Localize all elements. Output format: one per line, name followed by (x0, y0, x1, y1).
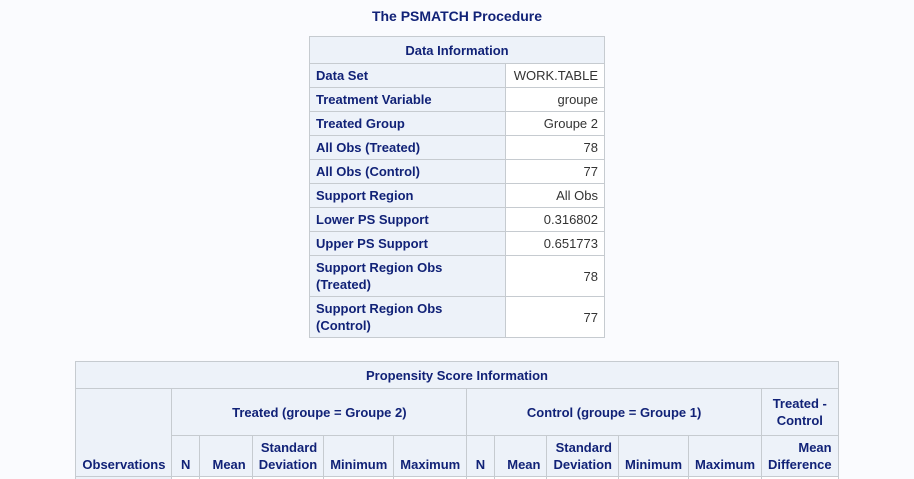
table-title-row: Propensity Score Information (75, 361, 839, 389)
row-label: Data Set (309, 63, 506, 88)
cell-value: 78 (171, 476, 200, 479)
table-row: Support Region Obs (Control) 77 (309, 296, 605, 338)
row-label: Lower PS Support (309, 207, 506, 232)
row-value: 78 (505, 135, 605, 160)
row-label: All Obs (Control) (309, 159, 506, 184)
row-label: Support Region Obs (Control) (309, 296, 506, 338)
cell-value: 0.3168 (617, 476, 690, 479)
cell-value: 0.3657 (323, 476, 395, 479)
treated-group-header: Treated (groupe = Groupe 2) (171, 388, 468, 436)
column-header-row: N Mean Standard Deviation Minimum Maximu… (76, 435, 839, 477)
table-title-row: Data Information (309, 36, 605, 64)
group-header-row: Observations Treated (groupe = Groupe 2)… (75, 388, 839, 477)
table-row: All Obs (Treated) 78 (309, 135, 605, 160)
cell-value: 0.5192 (198, 476, 253, 479)
treated-n-header: N (171, 435, 200, 477)
row-value: All Obs (505, 183, 605, 208)
row-value: 0.651773 (505, 231, 605, 256)
row-label: Treatment Variable (309, 87, 506, 112)
row-value: 77 (505, 296, 605, 338)
row-label: Upper PS Support (309, 231, 506, 256)
table-row: All 78 0.5192 0.0879 0.3657 0.6467 77 0.… (75, 476, 839, 479)
cell-value: 77 (466, 476, 495, 479)
table-row: Upper PS Support 0.651773 (309, 231, 605, 256)
control-group-header: Control (groupe = Groupe 1) (466, 388, 763, 436)
cell-value: 0.0322 (761, 476, 839, 479)
table-row: Treatment Variable groupe (309, 87, 605, 112)
row-label: Support Region (309, 183, 506, 208)
row-value: 77 (505, 159, 605, 184)
control-maximum-header: Maximum (688, 435, 763, 477)
row-value: WORK.TABLE (505, 63, 605, 88)
procedure-title: The PSMATCH Procedure (371, 8, 543, 24)
control-stddev-header: Standard Deviation (546, 435, 619, 477)
cell-value: 0.4870 (493, 476, 548, 479)
table-row: Lower PS Support 0.316802 (309, 207, 605, 232)
treated-mean-header: Mean (198, 435, 253, 477)
row-value: groupe (505, 87, 605, 112)
table-row: Support Region Obs (Treated) 78 (309, 255, 605, 297)
treated-stddev-header: Standard Deviation (251, 435, 325, 477)
treated-maximum-header: Maximum (393, 435, 468, 477)
row-label: Treated Group (309, 111, 506, 136)
treated-minus-control-header: Treated - Control (761, 388, 839, 436)
table-row: Data Set WORK.TABLE (309, 63, 605, 88)
data-information-title: Data Information (309, 36, 605, 64)
row-label: All Obs (Treated) (309, 135, 506, 160)
propensity-score-table: Propensity Score Information Observation… (75, 361, 839, 479)
row-value: 0.316802 (505, 207, 605, 232)
row-value: Groupe 2 (505, 111, 605, 136)
table-row: All Obs (Control) 77 (309, 159, 605, 184)
data-information-table: Data Information Data Set WORK.TABLE Tre… (309, 36, 605, 338)
cell-value: 0.6518 (688, 476, 763, 479)
observations-header: Observations (75, 388, 173, 477)
control-mean-header: Mean (493, 435, 548, 477)
row-value: 78 (505, 255, 605, 297)
control-n-header: N (466, 435, 495, 477)
mean-difference-header: Mean Difference (761, 435, 839, 477)
control-minimum-header: Minimum (617, 435, 690, 477)
row-label: Support Region Obs (Treated) (309, 255, 506, 297)
propensity-title: Propensity Score Information (75, 361, 839, 389)
table-row: Support Region All Obs (309, 183, 605, 208)
table-row: Treated Group Groupe 2 (309, 111, 605, 136)
treated-minimum-header: Minimum (323, 435, 395, 477)
